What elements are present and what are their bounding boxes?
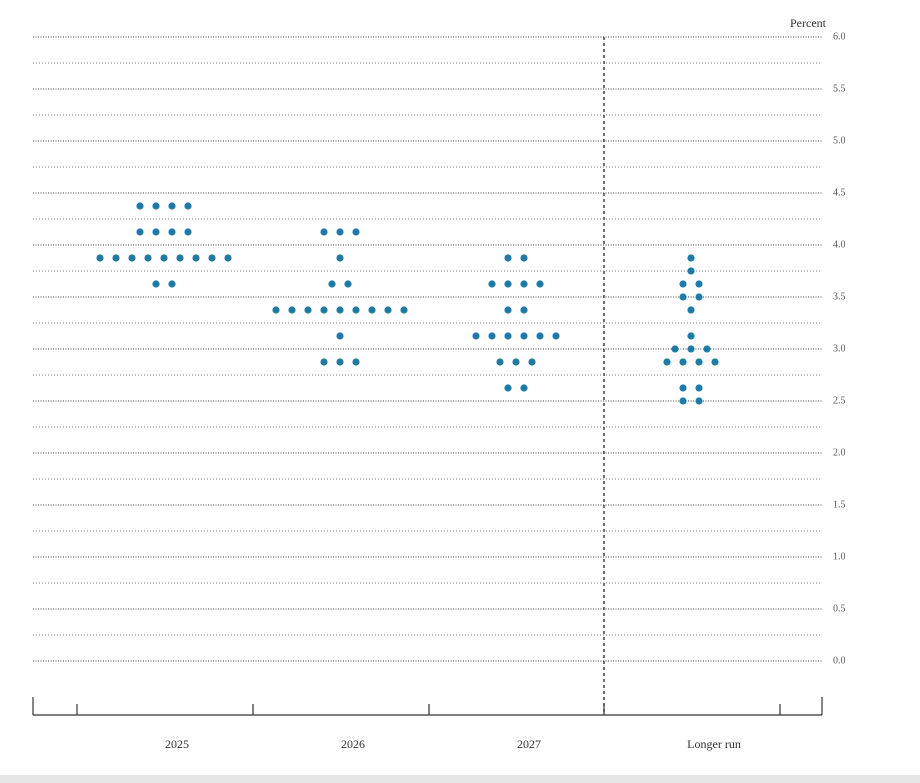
y-tick-label: 5.5 [833,83,846,94]
y-tick-label: 4.5 [833,187,846,198]
dot [336,228,344,236]
dot [168,280,176,288]
dot [112,254,120,262]
dot [520,332,528,340]
y-tick-label: 3.0 [833,343,846,354]
dot [504,306,512,314]
dot [679,293,687,301]
dot [336,306,344,314]
dot [520,254,528,262]
dot [192,254,200,262]
dot [352,228,360,236]
dot [695,384,703,392]
bottom-bar [0,775,920,783]
dot [520,384,528,392]
dot [288,306,296,314]
y-tick-label: 2.0 [833,447,846,458]
dot [272,306,280,314]
dot [695,397,703,405]
y-tick-label: 5.0 [833,135,846,146]
dot [687,306,695,314]
dot [336,254,344,262]
y-tick-label: 6.0 [833,31,846,42]
dot [687,267,695,275]
dot [679,280,687,288]
dot [520,306,528,314]
dot [687,332,695,340]
dot [520,280,528,288]
dot [384,306,392,314]
dot [695,358,703,366]
dot [552,332,560,340]
dot [336,332,344,340]
dot [136,202,144,210]
x-tick-label: 2025 [165,737,189,751]
dot [536,280,544,288]
dot [472,332,480,340]
dot [208,254,216,262]
dot [504,280,512,288]
dot [152,280,160,288]
dot [671,345,679,353]
y-tick-label: 0.5 [833,603,846,614]
dot [679,384,687,392]
dot [663,358,671,366]
dot [711,358,719,366]
dot [152,202,160,210]
dot [679,358,687,366]
y-tick-label: 4.0 [833,239,846,250]
dot [368,306,376,314]
dot [687,254,695,262]
dot [679,397,687,405]
y-tick-label: 1.0 [833,551,846,562]
dot [224,254,232,262]
x-tick-label: Longer run [687,737,741,751]
dot [488,332,496,340]
dot [184,202,192,210]
dot [304,306,312,314]
dot [168,202,176,210]
dot [504,254,512,262]
dot [336,358,344,366]
dot [168,228,176,236]
dot [504,384,512,392]
y-tick-label: 0.0 [833,655,846,666]
dot [136,228,144,236]
y-axis-label: Percent [790,16,827,30]
dot [320,228,328,236]
x-tick-label: 2026 [341,737,365,751]
dot [144,254,152,262]
dot [184,228,192,236]
x-tick-label: 2027 [517,737,541,751]
dot [328,280,336,288]
dot [488,280,496,288]
dot [528,358,536,366]
dot [320,358,328,366]
dot [400,306,408,314]
dot [96,254,104,262]
dot [703,345,711,353]
dot [160,254,168,262]
dot [695,293,703,301]
dot [344,280,352,288]
dot [152,228,160,236]
dot [352,306,360,314]
dot [695,280,703,288]
dot [320,306,328,314]
dot [352,358,360,366]
y-tick-label: 1.5 [833,499,846,510]
dot [496,358,504,366]
dot [128,254,136,262]
dot [536,332,544,340]
dot [504,332,512,340]
dot [176,254,184,262]
y-tick-label: 2.5 [833,395,846,406]
y-tick-label: 3.5 [833,291,846,302]
dot [687,345,695,353]
dot [512,358,520,366]
